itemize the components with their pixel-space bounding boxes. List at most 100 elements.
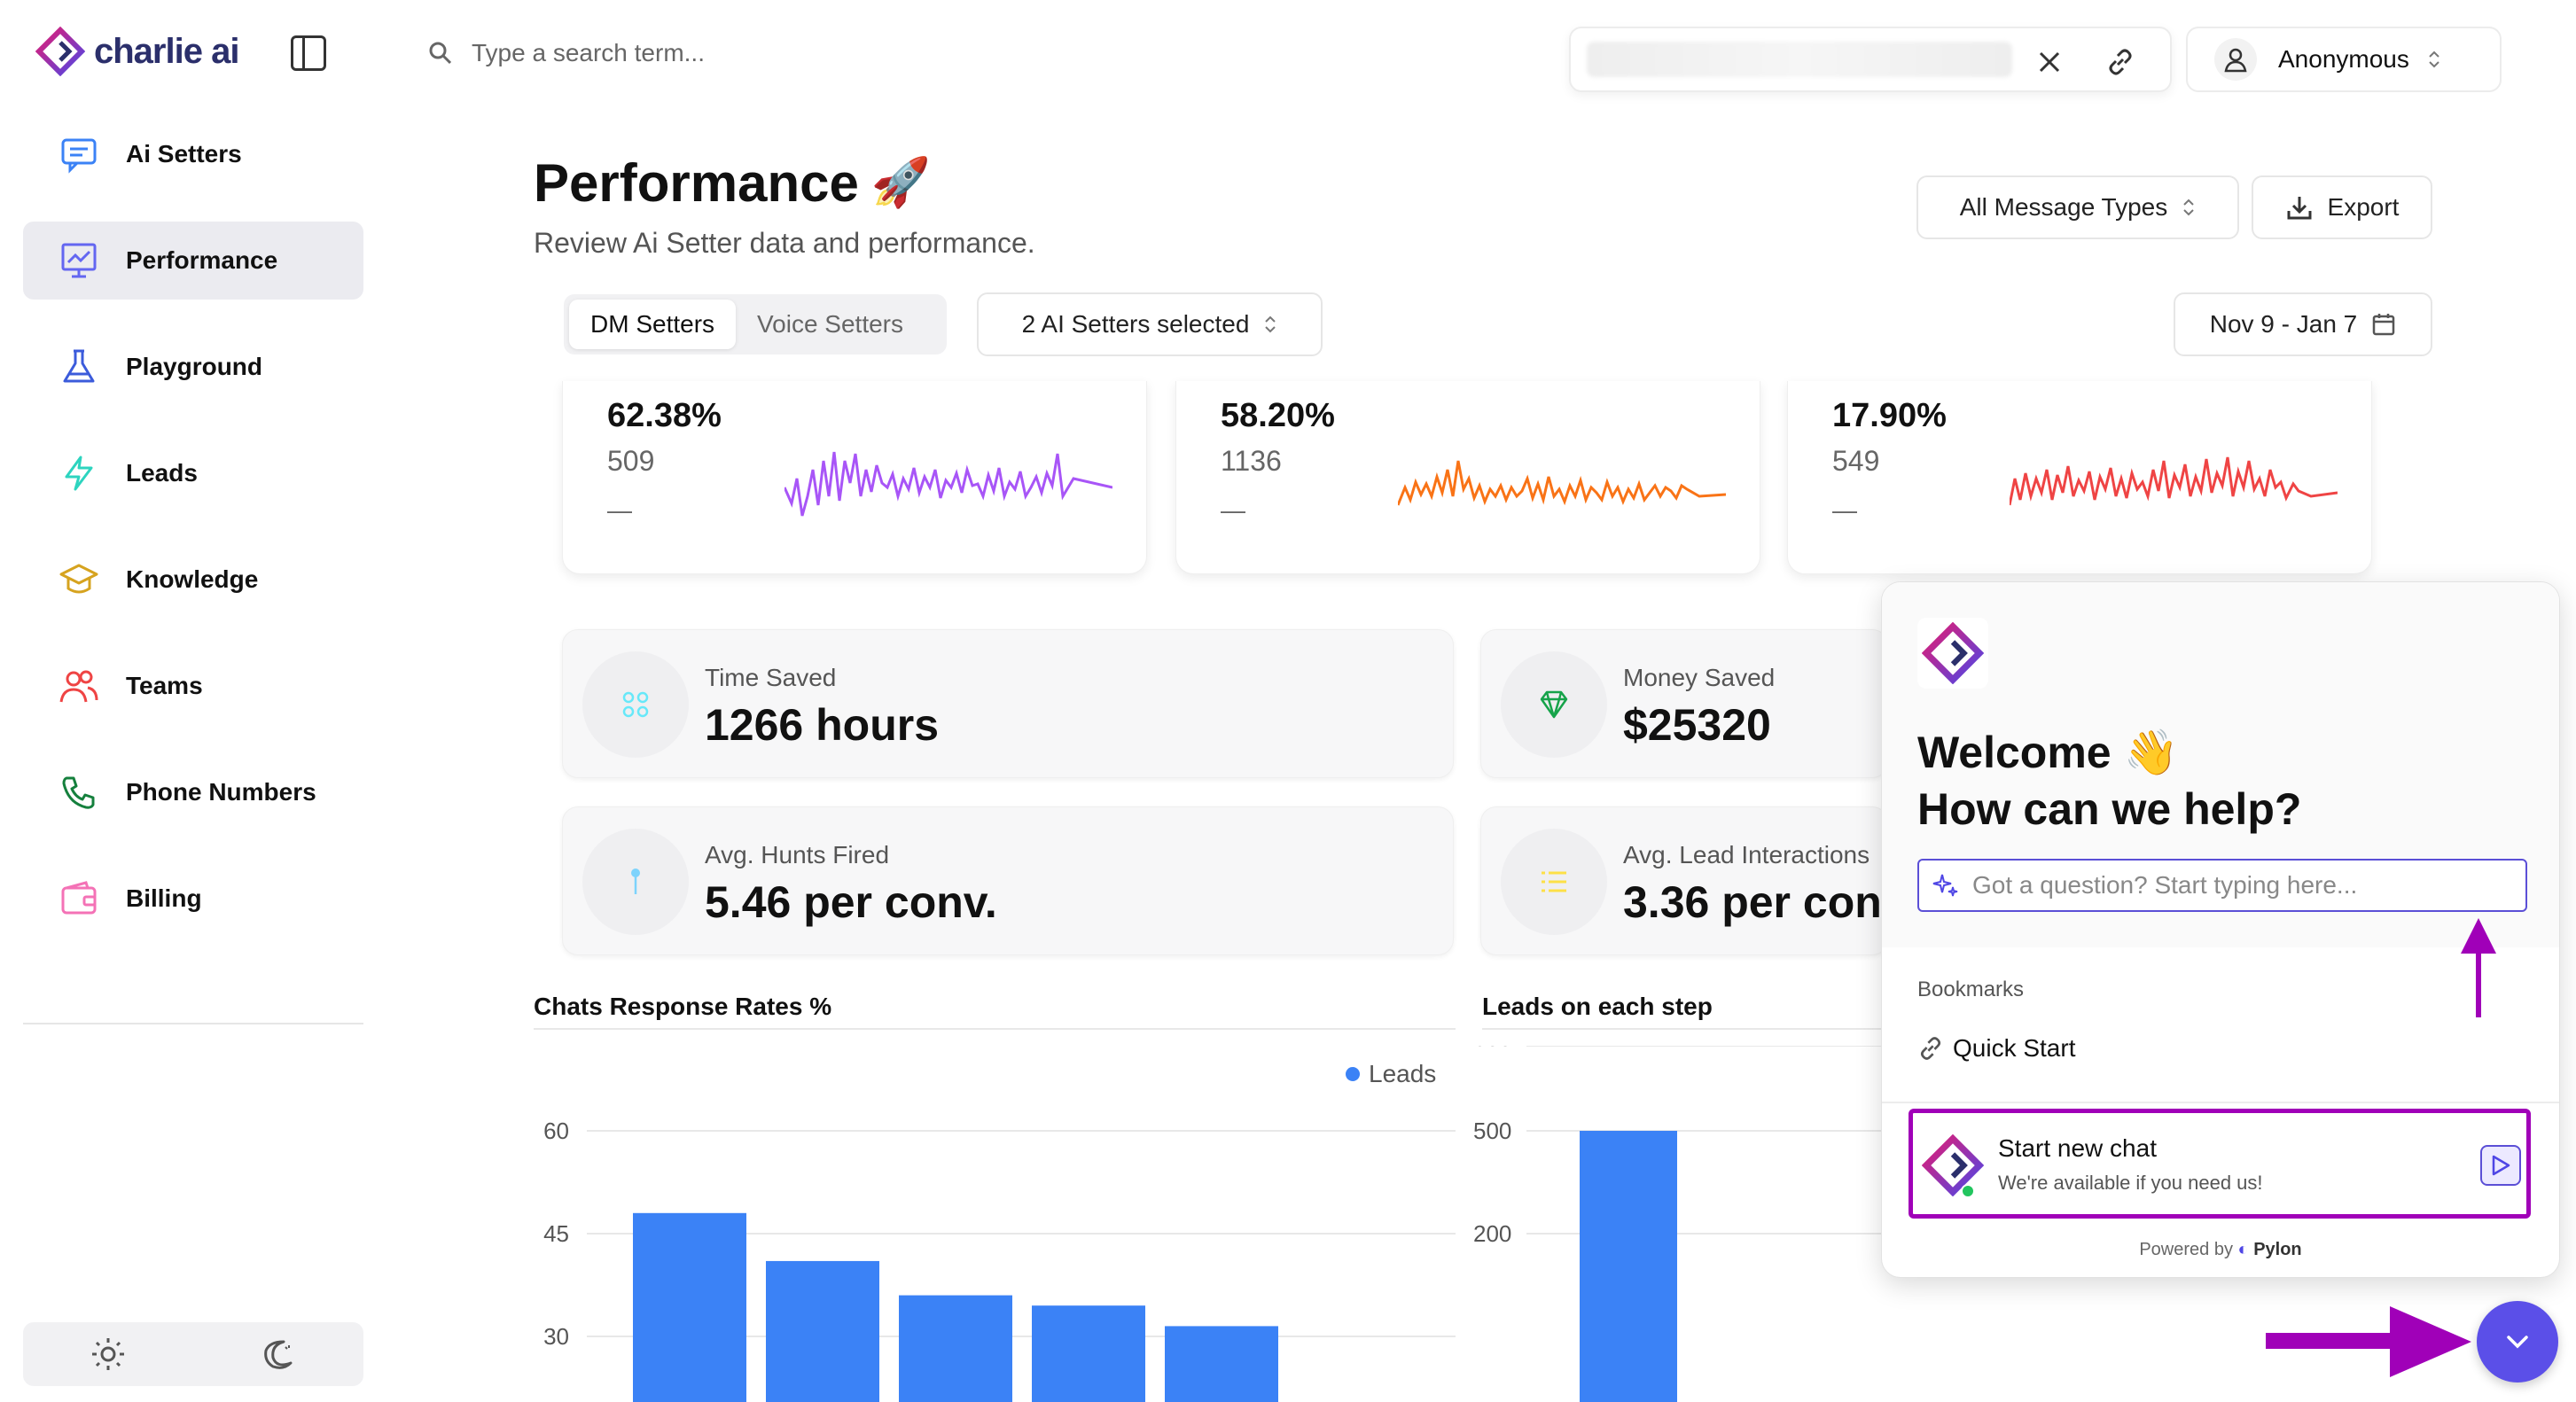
user-menu-button[interactable]: Anonymous xyxy=(2186,27,2502,92)
online-status-dot xyxy=(1961,1184,1975,1198)
sidebar-item-billing[interactable]: Billing xyxy=(23,860,363,938)
legend-marker xyxy=(1346,1067,1360,1081)
sidebar-item-label: Ai Setters xyxy=(126,140,242,167)
flask-icon xyxy=(59,347,99,387)
diamond-icon xyxy=(1501,651,1607,758)
widget-title-line2: How can we help? xyxy=(1917,784,2302,834)
dark-mode-button[interactable] xyxy=(193,1322,363,1386)
stat-value: 1266 hours xyxy=(705,700,940,750)
sidebar-divider xyxy=(23,1023,363,1024)
stat-value: $25320 xyxy=(1623,700,1771,750)
sidebar-item-teams[interactable]: Teams xyxy=(23,647,363,725)
support-chat-widget: Welcome 👋 How can we help? Bookmarks Qui… xyxy=(1881,581,2560,1278)
sidebar-item-label: Performance xyxy=(126,246,278,274)
wallet-icon xyxy=(59,878,99,919)
sidebar-item-label: Billing xyxy=(126,884,202,912)
widget-question-input[interactable] xyxy=(1972,871,2504,900)
export-button[interactable]: Export xyxy=(2252,175,2432,239)
sparkle-icon xyxy=(1932,874,1958,897)
y-tick-label: 200 xyxy=(1473,1220,1511,1247)
y-tick-label: 45 xyxy=(543,1220,569,1247)
start-chat-subtitle: We're available if you need us! xyxy=(1998,1172,2263,1194)
stat-card-avg-hunts: Avg. Hunts Fired 5.46 per conv. xyxy=(562,806,1454,955)
light-mode-button[interactable] xyxy=(23,1322,193,1386)
bar[interactable] xyxy=(766,1260,879,1402)
annotation-arrow-right xyxy=(2266,1306,2471,1377)
chart-title-response-rates: Chats Response Rates % xyxy=(534,993,832,1020)
metric-card: 62.38% 509 — xyxy=(562,381,1147,574)
download-icon xyxy=(2287,197,2312,220)
bar[interactable] xyxy=(1165,1326,1278,1402)
link-icon[interactable] xyxy=(2103,44,2138,80)
send-icon[interactable] xyxy=(2480,1145,2521,1186)
message-type-select[interactable]: All Message Types xyxy=(1916,175,2239,239)
widget-title: Welcome 👋 How can we help? xyxy=(1917,724,2301,837)
sidebar-item-playground[interactable]: Playground xyxy=(23,328,363,406)
metric-percent: 62.38% xyxy=(607,397,722,434)
bar[interactable] xyxy=(899,1295,1012,1402)
chat-toggle-fab[interactable] xyxy=(2477,1301,2558,1383)
tab-voice-setters[interactable]: Voice Setters xyxy=(757,310,904,338)
start-new-chat-button[interactable]: Start new chat We're available if you ne… xyxy=(1909,1109,2531,1219)
date-range-picker[interactable]: Nov 9 - Jan 7 xyxy=(2174,292,2432,356)
metric-trend: — xyxy=(1832,496,1857,524)
grid-dots-icon xyxy=(582,651,689,758)
sidebar-item-performance[interactable]: Performance xyxy=(23,222,363,300)
sidebar-item-phone-numbers[interactable]: Phone Numbers xyxy=(23,753,363,831)
sidebar-item-label: Knowledge xyxy=(126,565,259,593)
metric-percent: 17.90% xyxy=(1832,397,1947,434)
metric-count: 1136 xyxy=(1221,445,1282,477)
widget-title-line1: Welcome 👋 xyxy=(1917,728,2179,777)
chevron-up-down-icon xyxy=(2427,49,2441,70)
powered-by: Powered by ◐ Pylon xyxy=(1882,1240,2559,1260)
pin-icon xyxy=(582,829,689,935)
blurred-url xyxy=(1587,42,2012,77)
tab-dm-setters[interactable]: DM Setters xyxy=(569,300,737,349)
sparkline xyxy=(785,451,1112,517)
setters-select[interactable]: 2 AI Setters selected xyxy=(977,292,1323,356)
bar[interactable] xyxy=(1580,1131,1677,1402)
start-chat-title: Start new chat xyxy=(1998,1134,2157,1162)
widget-divider xyxy=(1882,1102,2559,1103)
search-icon xyxy=(429,42,452,65)
page-title-text: Performance xyxy=(534,153,859,213)
sidebar-item-ai-setters[interactable]: Ai Setters xyxy=(23,115,363,193)
chart-response-rates: 60 45 30 Leads xyxy=(543,1060,1456,1402)
annotation-arrow-up xyxy=(2461,918,2496,1017)
stat-label: Avg. Hunts Fired xyxy=(705,841,890,868)
y-tick-label: 60 xyxy=(543,1118,569,1144)
sidebar-item-knowledge[interactable]: Knowledge xyxy=(23,541,363,619)
chevron-up-down-icon xyxy=(2183,199,2194,216)
close-icon[interactable] xyxy=(2032,44,2067,80)
metric-percent: 58.20% xyxy=(1221,397,1335,434)
stat-value: 5.46 per conv. xyxy=(705,877,997,927)
phone-icon xyxy=(59,772,99,813)
stat-label: Avg. Lead Interactions xyxy=(1623,841,1870,868)
sidebar-nav: Ai Setters Performance Playground Leads … xyxy=(23,115,363,966)
sidebar-item-leads[interactable]: Leads xyxy=(23,434,363,512)
brand-logo[interactable]: charlie ai xyxy=(35,27,239,76)
sun-icon xyxy=(92,1338,124,1370)
date-range-label: Nov 9 - Jan 7 xyxy=(2209,310,2358,338)
stat-card-money-saved: Money Saved $25320 xyxy=(1480,629,1888,778)
powered-by-brand: Pylon xyxy=(2253,1240,2302,1259)
y-tick-label: 300 xyxy=(1473,1046,1511,1051)
sidebar-item-label: Playground xyxy=(126,353,263,380)
bookmarks-label: Bookmarks xyxy=(1917,978,2025,1001)
user-name: Anonymous xyxy=(2278,45,2409,73)
metric-trend: — xyxy=(607,496,632,524)
metric-card: 17.90% 549 — xyxy=(1787,381,2372,574)
chat-icon xyxy=(59,134,99,175)
setters-select-label: 2 AI Setters selected xyxy=(1021,310,1250,338)
bookmark-quick-start[interactable]: Quick Start xyxy=(1917,1034,2075,1063)
bar[interactable] xyxy=(633,1212,746,1402)
chart-divider xyxy=(534,1028,1456,1030)
search-input[interactable] xyxy=(472,39,1003,67)
sidebar-toggle-icon[interactable] xyxy=(291,35,326,71)
pylon-icon: ◐ xyxy=(2237,1240,2249,1259)
bookmark-label: Quick Start xyxy=(1953,1034,2076,1062)
calendar-icon xyxy=(2373,314,2395,336)
stat-label: Time Saved xyxy=(705,664,837,691)
metric-count: 549 xyxy=(1832,445,1880,477)
bar[interactable] xyxy=(1032,1305,1145,1402)
